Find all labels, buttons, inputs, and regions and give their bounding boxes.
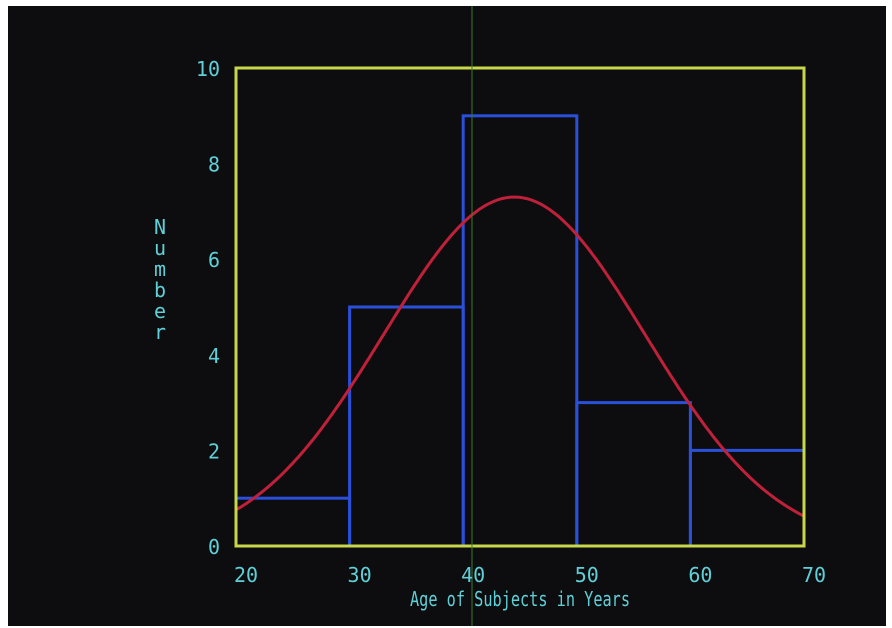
y-tick-label: 6 [208, 248, 220, 272]
y-tick-label: 0 [208, 535, 220, 559]
histogram-bar-4 [575, 401, 692, 548]
crt-screen: 0 2 4 6 8 10 20 30 40 50 60 70 Age of Subjects in … [8, 6, 886, 626]
x-tick-label: 40 [461, 563, 485, 587]
y-tick-label: 10 [196, 57, 220, 81]
histogram-bar-2 [348, 305, 465, 548]
y-tick-label: 2 [208, 439, 220, 463]
histogram-bar-1 [234, 496, 352, 548]
histogram-bar-3 [461, 114, 579, 548]
y-tick-label: 4 [208, 344, 220, 368]
plot-frame [234, 66, 806, 548]
x-tick-labels: 20 30 40 50 60 70 [234, 563, 826, 587]
x-tick-label: 70 [802, 563, 826, 587]
histogram-chart: 0 2 4 6 8 10 20 30 40 50 60 70 Age of Subjects in … [154, 6, 826, 626]
y-tick-label: 8 [208, 153, 220, 177]
histogram-bar-5 [688, 448, 806, 548]
x-tick-label: 20 [234, 563, 258, 587]
y-tick-labels: 0 2 4 6 8 10 [196, 57, 220, 559]
normal-curve [235, 195, 805, 518]
x-axis-label: Age of Subjects in Years [410, 587, 630, 611]
x-tick-label: 50 [575, 563, 599, 587]
histogram-bars [234, 114, 806, 548]
x-tick-label: 60 [688, 563, 712, 587]
x-tick-label: 30 [348, 563, 372, 587]
